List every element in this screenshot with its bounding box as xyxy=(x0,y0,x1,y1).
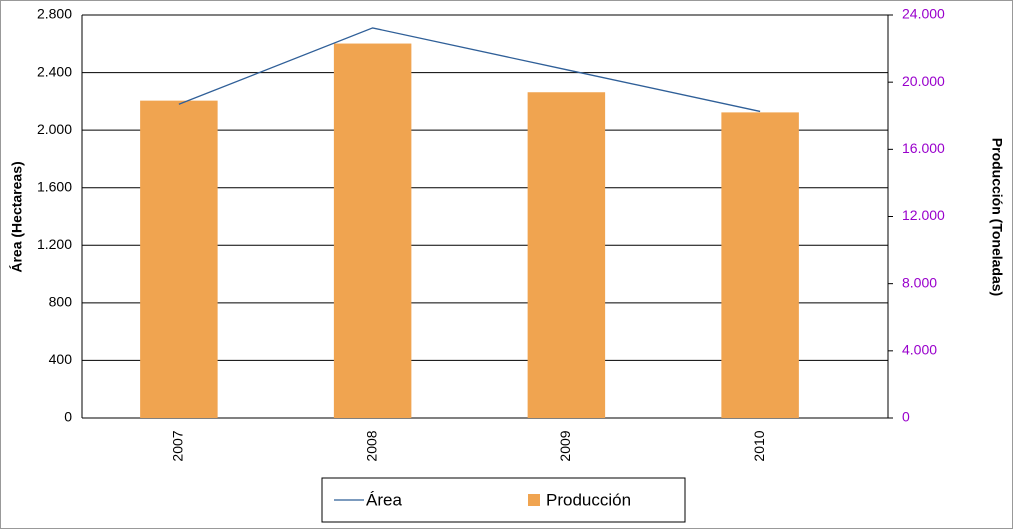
bar xyxy=(527,92,606,418)
y2-tick-label: 0 xyxy=(902,409,910,425)
y-axis-title: Área (Hectareas) xyxy=(9,161,25,272)
y2-tick-label: 24.000 xyxy=(902,6,945,22)
y2-tick-label: 4.000 xyxy=(902,342,937,358)
legend-label: Producción xyxy=(546,490,631,509)
legend-swatch xyxy=(528,494,540,506)
x-tick-label: 2007 xyxy=(170,430,186,461)
y-tick-label: 400 xyxy=(49,351,73,367)
x-tick-label: 2009 xyxy=(557,430,573,461)
bar xyxy=(140,100,218,418)
y-tick-label: 0 xyxy=(64,409,72,425)
y-tick-label: 800 xyxy=(49,294,73,310)
y-tick-label: 1.200 xyxy=(37,236,72,252)
y2-tick-label: 16.000 xyxy=(902,140,945,156)
legend-label: Área xyxy=(366,490,402,509)
x-tick-label: 2010 xyxy=(751,430,767,461)
y2-tick-label: 12.000 xyxy=(902,207,945,223)
y-tick-label: 2.000 xyxy=(37,121,72,137)
line xyxy=(178,27,761,113)
y-tick-label: 1.600 xyxy=(37,178,72,194)
y2-tick-label: 8.000 xyxy=(902,274,937,290)
y2-axis-title: Producción (Toneladas) xyxy=(989,138,1005,296)
bar xyxy=(333,43,412,418)
x-tick-label: 2008 xyxy=(363,430,379,461)
legend-box xyxy=(321,477,686,523)
y2-tick-label: 20.000 xyxy=(902,73,945,89)
y-tick-label: 2.800 xyxy=(37,6,72,22)
bar xyxy=(721,112,799,419)
y-tick-label: 2.400 xyxy=(37,63,72,79)
